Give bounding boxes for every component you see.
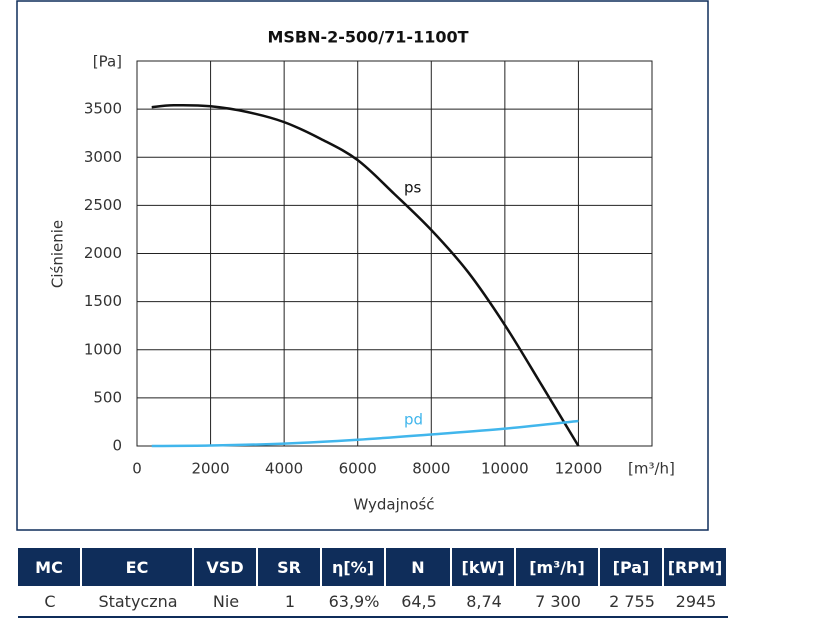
x-tick-label: 10000 [481, 460, 529, 478]
table-header-cell: MC [18, 548, 82, 586]
chart: MSBN-2-500/71-1100T [Pa] [m³/h] Wydajnoś… [16, 0, 709, 531]
y-tick-label: 3500 [84, 100, 122, 118]
y-tick-label: 2000 [84, 244, 122, 262]
y-unit: [Pa] [93, 53, 122, 71]
x-tick-label: 4000 [265, 460, 303, 478]
table-cell: 64,5 [386, 586, 452, 618]
y-axis-label: Ciśnienie [49, 220, 67, 288]
series-label: pd [404, 411, 423, 429]
chart-title: MSBN-2-500/71-1100T [267, 28, 468, 47]
table-cell: Statyczna [82, 586, 194, 618]
table-cell: 7 300 [516, 586, 600, 618]
series-line [151, 419, 579, 448]
table-header-cell: EC [82, 548, 194, 586]
table-header-cell: VSD [194, 548, 258, 586]
y-tick-label: 3000 [84, 148, 122, 166]
y-tick-label: 0 [112, 437, 122, 455]
series-label: ps [404, 179, 422, 197]
table-header-cell: SR [258, 548, 322, 586]
data-table: MC EC VSD SR η[%] N [kW] [m³/h] [Pa] [RPM] C Statyc… [18, 548, 728, 618]
table-cell: C [18, 586, 82, 618]
table-cell: 2 755 [600, 586, 664, 618]
x-tick-label: 6000 [339, 460, 377, 478]
table-cell: 63,9% [322, 586, 386, 618]
y-tick-label: 2500 [84, 196, 122, 214]
chart-frame [16, 0, 709, 531]
table-header-cell: [RPM] [664, 548, 728, 586]
x-tick-label: 2000 [191, 460, 229, 478]
series-line [151, 103, 580, 447]
x-unit: [m³/h] [628, 460, 675, 478]
table-header-cell: [kW] [452, 548, 516, 586]
table-cell: Nie [194, 586, 258, 618]
table-cell: 2945 [664, 586, 728, 618]
table-row: C Statyczna Nie 1 63,9% 64,5 8,74 7 300 2 755 294… [18, 586, 728, 618]
y-tick-label: 1500 [84, 292, 122, 310]
x-tick-label: 8000 [412, 460, 450, 478]
table-cell: 8,74 [452, 586, 516, 618]
x-axis-label: Wydajność [353, 496, 434, 514]
x-tick-label: 0 [132, 460, 142, 478]
table-header-cell: [Pa] [600, 548, 664, 586]
table-header-cell: η[%] [322, 548, 386, 586]
table-header-cell: N [386, 548, 452, 586]
table-cell: 1 [258, 586, 322, 618]
x-tick-label: 12000 [555, 460, 603, 478]
y-tick-label: 1000 [84, 340, 122, 358]
table-header-cell: [m³/h] [516, 548, 600, 586]
y-tick-label: 500 [93, 388, 122, 406]
